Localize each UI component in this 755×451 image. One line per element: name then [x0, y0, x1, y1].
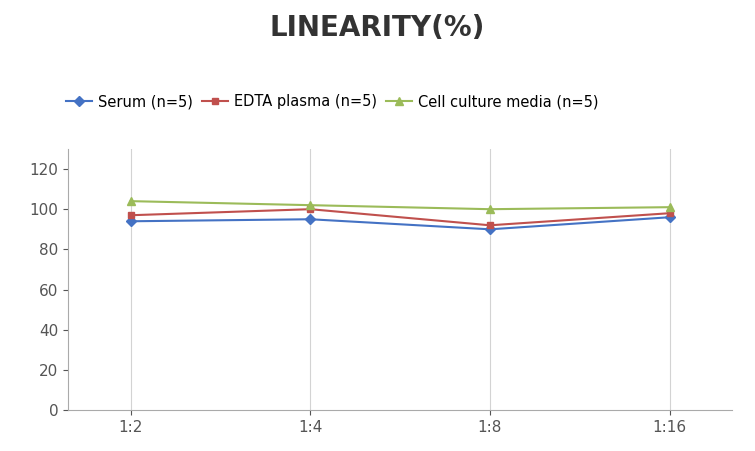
EDTA plasma (n=5)	[485, 223, 495, 228]
Legend: Serum (n=5), EDTA plasma (n=5), Cell culture media (n=5): Serum (n=5), EDTA plasma (n=5), Cell cul…	[60, 88, 604, 115]
EDTA plasma (n=5)	[126, 212, 135, 218]
EDTA plasma (n=5)	[665, 211, 674, 216]
EDTA plasma (n=5)	[306, 207, 315, 212]
Line: Cell culture media (n=5): Cell culture media (n=5)	[127, 197, 673, 213]
Serum (n=5)	[126, 219, 135, 224]
Text: LINEARITY(%): LINEARITY(%)	[270, 14, 485, 41]
Cell culture media (n=5)	[485, 207, 495, 212]
Serum (n=5)	[306, 216, 315, 222]
Cell culture media (n=5)	[306, 202, 315, 208]
Cell culture media (n=5)	[126, 198, 135, 204]
Serum (n=5)	[665, 215, 674, 220]
Line: EDTA plasma (n=5): EDTA plasma (n=5)	[128, 206, 673, 229]
Line: Serum (n=5): Serum (n=5)	[128, 214, 673, 233]
Serum (n=5)	[485, 226, 495, 232]
Cell culture media (n=5)	[665, 204, 674, 210]
